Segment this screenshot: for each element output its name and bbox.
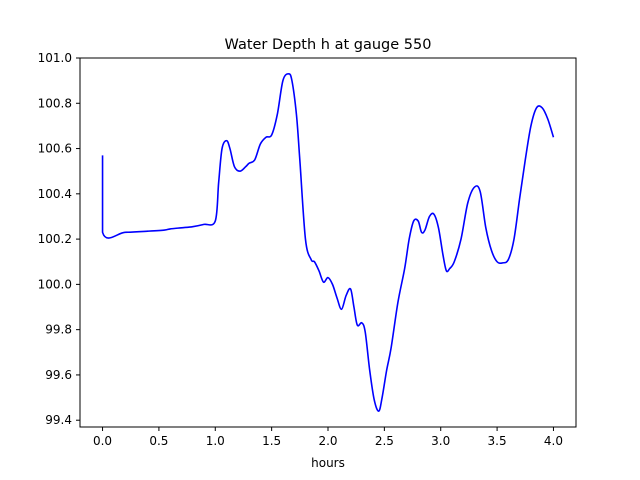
y-tick-label: 100.0 (38, 277, 72, 291)
y-tick-label: 100.6 (38, 142, 72, 156)
x-tick-label: 3.5 (488, 434, 507, 448)
x-tick-label: 0.5 (149, 434, 168, 448)
y-axis: 99.4 99.6 99.8 100.0 100.2 100.4 100.6 100.8 101… (38, 51, 80, 427)
y-tick-label: 101.0 (38, 51, 72, 65)
x-tick-label: 3.0 (431, 434, 450, 448)
x-tick-label: 1.0 (206, 434, 225, 448)
plot-area (101, 73, 555, 412)
x-tick-label: 1.5 (262, 434, 281, 448)
x-tick-label: 2.0 (318, 434, 337, 448)
y-tick-label: 100.8 (38, 96, 72, 110)
y-tick-label: 99.6 (45, 368, 72, 382)
plot-frame (79, 57, 577, 428)
x-axis-label: hours (311, 456, 345, 470)
x-tick-label: 4.0 (544, 434, 563, 448)
y-tick-label: 100.4 (38, 187, 72, 201)
x-tick-label: 0.0 (93, 434, 112, 448)
x-tick-label: 2.5 (375, 434, 394, 448)
y-tick-label: 99.4 (45, 413, 72, 427)
series-line-0 (101, 73, 555, 412)
y-tick-label: 100.2 (38, 232, 72, 246)
x-axis: 0.0 0.5 1.0 1.5 2.0 2.5 3.0 3.5 4.0 (93, 427, 563, 448)
chart-title: Water Depth h at gauge 550 (225, 37, 432, 53)
y-tick-label: 99.8 (45, 323, 72, 337)
